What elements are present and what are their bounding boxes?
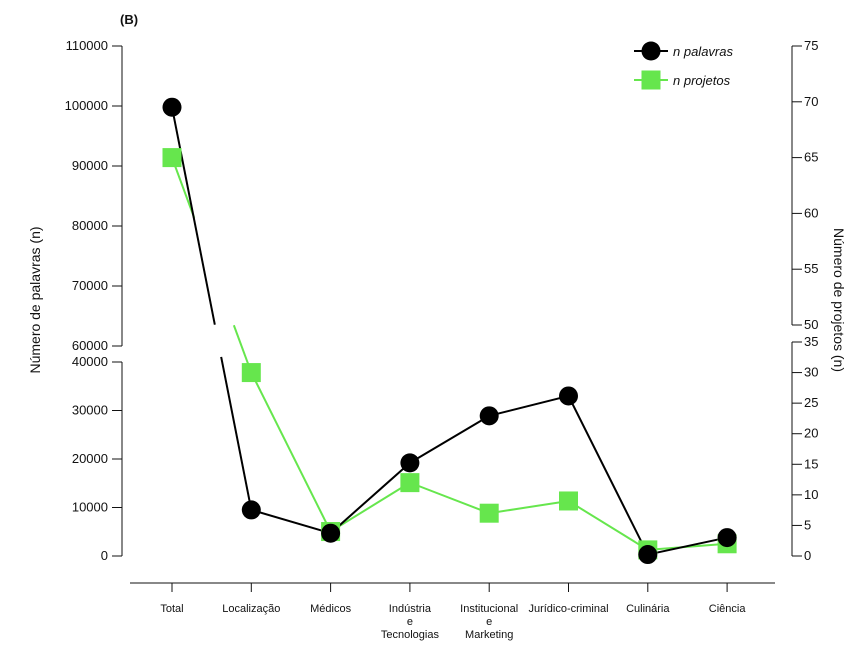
point-n-projetos — [241, 363, 261, 383]
y-axis-left-tick-label: 90000 — [72, 158, 108, 173]
y-axis-left-tick-label: 10000 — [72, 500, 108, 515]
point-n-projetos — [559, 491, 578, 511]
y-axis-left-tick-label: 60000 — [72, 338, 108, 353]
series-line-n-palavras — [488, 394, 569, 417]
y-axis-left-tick-label: 40000 — [72, 354, 108, 369]
y-axis-right-tick-label: 15 — [804, 456, 818, 471]
series-line-n-palavras — [567, 395, 649, 555]
legend-marker-n-palavras — [641, 41, 661, 61]
point-n-palavras — [479, 406, 499, 426]
series-line-n-projetos — [567, 500, 649, 551]
point-n-palavras — [321, 523, 341, 543]
legend-marker-n-projetos — [641, 70, 661, 90]
y-axis-right-tick-label: 20 — [804, 426, 818, 441]
y-axis-left-tick-label: 0 — [101, 548, 108, 563]
y-axis-right-tick-label: 60 — [804, 205, 818, 220]
series-line-n-projetos — [489, 499, 569, 515]
y-axis-right-tick-label: 65 — [804, 150, 818, 165]
point-n-palavras — [717, 528, 737, 548]
x-axis-tick-label: Institucional e Marketing — [460, 603, 518, 641]
x-axis-tick-label: Localização — [222, 603, 280, 615]
y-axis-right-title: Número de projetos (n) — [831, 228, 847, 372]
x-axis-tick-label: Ciência — [709, 603, 747, 615]
series-line-n-projetos — [330, 481, 411, 533]
series-line-n-palavras — [220, 356, 253, 511]
point-n-palavras — [400, 453, 420, 473]
panel-label: (B) — [120, 12, 138, 27]
series-line-n-palavras — [647, 536, 728, 556]
y-axis-left-tick-label: 110000 — [66, 38, 108, 53]
y-axis-right-tick-label: 10 — [804, 487, 818, 502]
legend-label-n-projetos: n projetos — [673, 73, 731, 88]
y-axis-left-tick-label: 100000 — [65, 98, 108, 113]
y-axis-right-tick-label: 50 — [804, 317, 818, 332]
y-axis-right-tick-label: 25 — [804, 395, 818, 410]
series-line-n-palavras — [409, 414, 490, 464]
y-axis-left-tick-label: 30000 — [72, 403, 108, 418]
series-line-n-projetos — [409, 481, 490, 515]
point-n-projetos — [400, 473, 420, 493]
legend-label-n-palavras: n palavras — [673, 44, 733, 59]
y-axis-left-tick-label: 80000 — [72, 218, 108, 233]
x-axis-tick-label: Culinária — [626, 603, 670, 615]
x-axis-tick-label: Jurídico-criminal — [528, 603, 608, 615]
point-n-palavras — [241, 500, 261, 520]
point-n-palavras — [162, 97, 182, 117]
y-axis-right-tick-label: 0 — [804, 548, 811, 563]
point-n-projetos — [162, 148, 182, 168]
series-line-n-palavras — [329, 462, 411, 534]
y-axis-left-tick-label: 20000 — [72, 451, 108, 466]
y-axis-right-tick-label: 5 — [804, 517, 811, 532]
x-axis-tick-label: Indústria e Tecnologias — [381, 603, 440, 641]
y-axis-left-tick-label: 70000 — [72, 278, 108, 293]
y-axis-left-title: Número de palavras (n) — [27, 226, 43, 373]
point-n-projetos — [479, 503, 499, 523]
series-line-n-palavras — [171, 107, 216, 325]
y-axis-right-tick-label: 55 — [804, 261, 818, 276]
x-axis-tick-label: Médicos — [310, 603, 351, 615]
point-n-palavras — [638, 545, 658, 565]
y-axis-right-tick-label: 35 — [804, 334, 818, 349]
series-line-n-projetos — [250, 372, 332, 532]
point-n-palavras — [559, 386, 578, 406]
y-axis-right-tick-label: 30 — [804, 365, 818, 380]
series-line-n-palavras — [251, 508, 331, 535]
y-axis-right-tick-label: 75 — [804, 38, 818, 53]
series-line-n-projetos — [171, 157, 196, 219]
x-axis-tick-label: Total — [160, 603, 183, 615]
y-axis-right-tick-label: 70 — [804, 94, 818, 109]
